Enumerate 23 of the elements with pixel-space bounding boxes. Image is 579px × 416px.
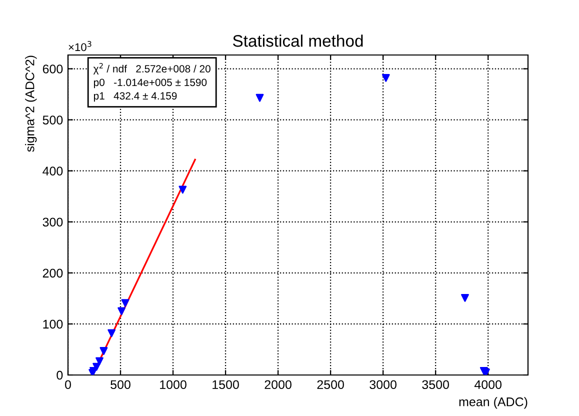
annotation: χ$^{2}$ / ndf 2.572e+008 / 20 (93, 63, 210, 75)
y-tick-label: 600 (42, 64, 63, 74)
y-tick-label: 100 (43, 320, 63, 329)
chart-title: Statistical method (232, 34, 363, 47)
y-tick-label: 400 (42, 166, 63, 176)
y-tick-label: 0 (56, 370, 63, 380)
y-tick-label: 200 (42, 268, 63, 278)
annotation: p0 -1.014e+005 ± 1590 (94, 78, 207, 88)
x-tick-label: 4000 (474, 380, 502, 390)
text: ×10$^{3}$ (68, 40, 92, 52)
y-tick-label: 300 (42, 218, 63, 227)
y-axis-title: sigma^2 (ADC^2) (25, 56, 37, 152)
x-tick-label: 2500 (317, 380, 344, 390)
x-tick-label: 0 (65, 380, 71, 390)
x-axis-title: mean (ADC) (459, 397, 528, 409)
x-tick-label: 3500 (422, 380, 449, 390)
x-tick-label: 500 (110, 380, 130, 390)
x-tick-label: 2000 (264, 380, 292, 390)
x-tick-label: 1500 (212, 380, 239, 390)
x-tick-label: 1000 (160, 380, 186, 390)
y-tick-label: 500 (42, 116, 63, 124)
x-tick-label: 3000 (370, 380, 396, 390)
annotation: p1 432.4 ± 4.159 (94, 92, 177, 102)
